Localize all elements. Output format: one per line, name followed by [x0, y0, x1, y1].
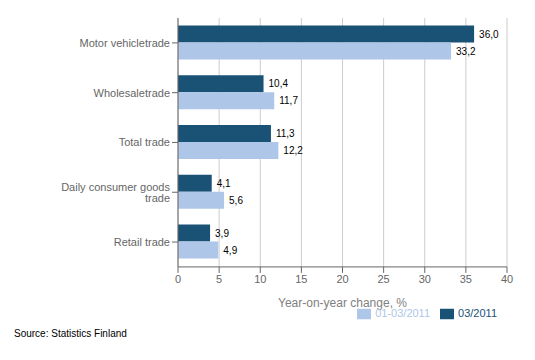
- svg-text:5: 5: [216, 273, 222, 285]
- svg-text:20: 20: [336, 273, 348, 285]
- svg-text:Year-on-year change, %: Year-on-year change, %: [278, 296, 407, 310]
- svg-text:10,4: 10,4: [269, 78, 289, 89]
- svg-text:12,2: 12,2: [283, 145, 303, 156]
- svg-text:30: 30: [419, 273, 431, 285]
- svg-text:35: 35: [460, 273, 472, 285]
- svg-text:Total trade: Total trade: [119, 136, 170, 148]
- html-text:03/2011: 03/2011: [458, 306, 497, 319]
- html-text:01-03/2011: 01-03/2011: [375, 306, 430, 319]
- svg-text:4,1: 4,1: [217, 178, 231, 189]
- html-text:Source: Statistics Finland: Source: Statistics Finland: [14, 328, 127, 339]
- svg-text:40: 40: [501, 273, 513, 285]
- svg-text:36,0: 36,0: [479, 29, 499, 40]
- svg-text:11,7: 11,7: [279, 95, 298, 106]
- svg-text:0: 0: [175, 273, 181, 285]
- svg-text:25: 25: [378, 273, 390, 285]
- svg-text:Daily consumer goodstrade: Daily consumer goodstrade: [61, 181, 170, 204]
- svg-text:3,9: 3,9: [215, 228, 229, 239]
- svg-text:11,3: 11,3: [276, 128, 295, 139]
- svg-text:33,2: 33,2: [456, 46, 476, 57]
- svg-text:10: 10: [254, 273, 266, 285]
- svg-text:Wholesaletrade: Wholesaletrade: [94, 87, 170, 99]
- svg-text:15: 15: [295, 273, 307, 285]
- svg-text:5,6: 5,6: [229, 195, 243, 206]
- svg-text:Retail trade: Retail trade: [114, 236, 170, 248]
- svg-text:4,9: 4,9: [223, 245, 237, 256]
- svg-text:Motor vehicletrade: Motor vehicletrade: [80, 37, 171, 49]
